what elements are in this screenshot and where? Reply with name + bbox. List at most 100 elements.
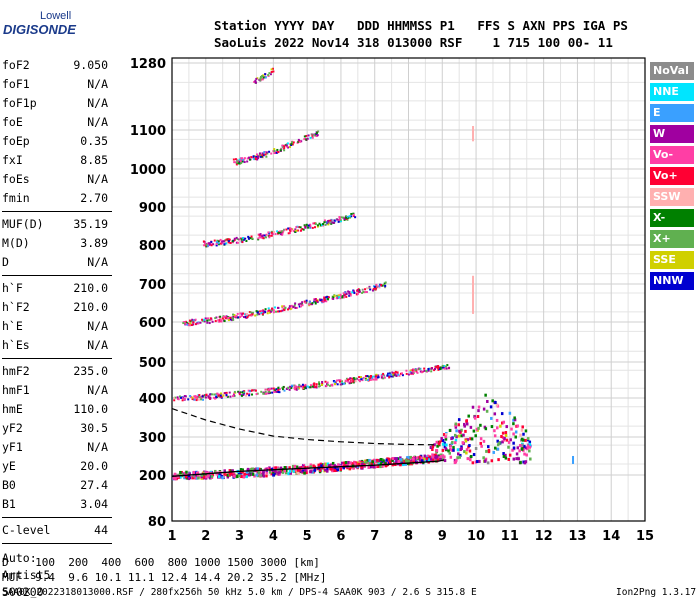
echo-mark (472, 429, 476, 433)
echo-mark (213, 393, 216, 396)
echo-mark (207, 395, 210, 398)
echo-mark (245, 475, 248, 479)
echo-mark (180, 471, 183, 475)
echo-mark (195, 476, 199, 480)
echo-mark (208, 476, 212, 480)
echo-mark (357, 379, 360, 382)
echo-mark (326, 467, 329, 471)
echo-mark (315, 299, 318, 302)
echo-mark (255, 155, 258, 158)
echo-mark (257, 237, 260, 240)
echo-mark (439, 367, 442, 370)
echo-mark (316, 224, 319, 227)
echo-mark (373, 458, 376, 462)
echo-mark (400, 458, 404, 462)
echo-mark (300, 229, 303, 232)
echo-mark (331, 221, 334, 224)
echo-mark (388, 372, 391, 375)
echo-mark (370, 462, 374, 466)
echo-mark (366, 459, 370, 463)
echo-mark (463, 450, 466, 454)
echo-mark (221, 476, 224, 480)
echo-mark (449, 455, 453, 459)
echo-mark (298, 226, 301, 229)
echo-mark (216, 392, 219, 395)
echo-mark (384, 464, 388, 468)
echo-mark (374, 459, 377, 463)
echo-mark (289, 385, 292, 388)
param-row: foEp 0.35 (2, 132, 108, 151)
echo-mark (261, 235, 264, 238)
legend-item-xminus: X- (650, 209, 694, 227)
echo-mark (243, 391, 246, 394)
echo-mark (269, 387, 272, 390)
echo-mark (366, 375, 369, 378)
echo-mark (290, 228, 293, 231)
param-separator (2, 211, 112, 212)
echo-mark (297, 468, 300, 472)
echo-mark (231, 319, 234, 322)
echo-mark (259, 310, 262, 313)
echo-mark (318, 463, 321, 467)
echo-mark (239, 159, 242, 162)
echo-mark (455, 458, 458, 462)
echo-mark (309, 384, 312, 387)
echo-mark (283, 146, 286, 149)
echo-mark (361, 288, 364, 291)
echo-mark (440, 437, 443, 441)
echo-mark (287, 227, 290, 230)
echo-mark (264, 153, 267, 156)
echo-mark (291, 384, 294, 387)
echo-mark (519, 443, 522, 447)
echo-mark (276, 148, 279, 151)
echo-mark (256, 467, 259, 471)
echo-mark (272, 70, 275, 73)
echo-mark (478, 459, 481, 463)
echo-mark (313, 382, 316, 385)
echo-mark (271, 67, 274, 70)
echo-mark (298, 383, 301, 386)
x-tick-label: 13 (568, 529, 586, 544)
echo-mark (489, 405, 493, 409)
param-value: 210.0 (73, 300, 108, 314)
echo-mark (241, 468, 244, 472)
echo-mark (293, 464, 297, 468)
echo-mark (260, 312, 263, 315)
logo-line1: Lowell (40, 10, 72, 22)
echo-mark (236, 161, 239, 164)
echo-mark (291, 464, 295, 468)
param-value: 27.4 (80, 478, 108, 492)
param-value: 30.5 (80, 421, 108, 435)
param-separator (2, 517, 112, 518)
echo-mark (284, 306, 287, 309)
echo-mark (299, 302, 302, 305)
echo-mark (176, 397, 179, 400)
echo-mark (340, 220, 343, 223)
echo-mark (203, 320, 206, 323)
echo-mark (176, 396, 179, 399)
echo-mark (233, 161, 236, 164)
echo-mark (526, 447, 529, 451)
echo-mark (349, 293, 352, 296)
echo-mark (477, 426, 480, 430)
echo-mark (301, 383, 304, 386)
echo-mark (304, 383, 307, 386)
echo-mark (265, 474, 268, 478)
echo-mark (295, 388, 298, 391)
echo-mark (332, 297, 335, 300)
echo-mark (474, 447, 478, 451)
x-tick-label: 10 (467, 529, 485, 544)
echo-mark (197, 322, 200, 325)
echo-mark (235, 241, 238, 244)
echo-mark (352, 377, 355, 380)
echo-mark (241, 160, 244, 163)
echo-mark (387, 372, 390, 375)
echo-mark (233, 313, 236, 316)
echo-mark (485, 449, 488, 453)
x-tick-label: 12 (535, 529, 553, 544)
echo-mark (437, 454, 440, 458)
echo-mark (427, 368, 430, 371)
echo-mark (172, 397, 175, 400)
echo-mark (316, 225, 319, 228)
echo-mark (269, 73, 272, 76)
